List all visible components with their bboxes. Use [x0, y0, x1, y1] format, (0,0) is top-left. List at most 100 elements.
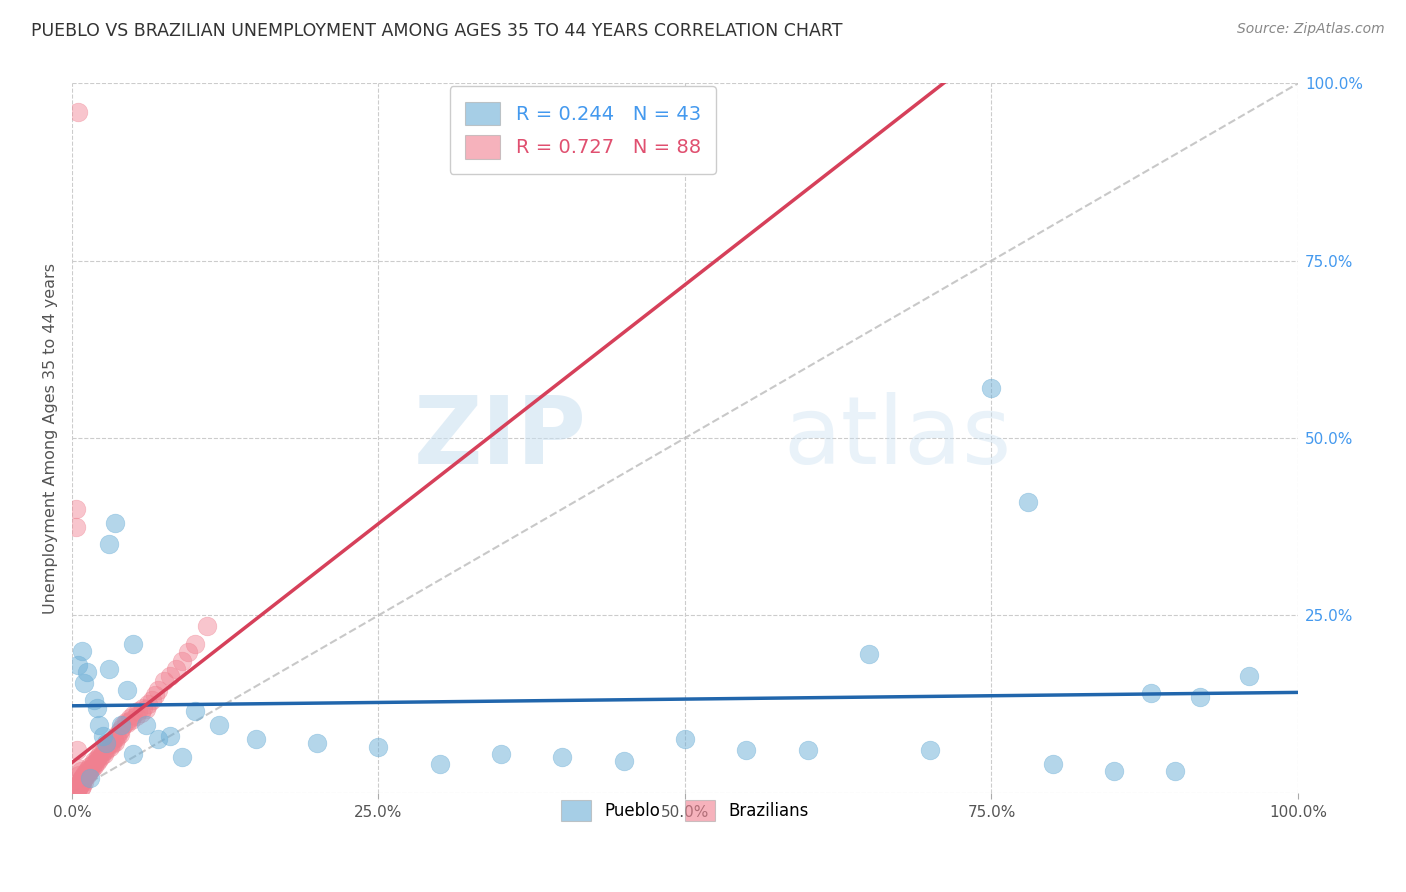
- Point: [79, 758, 101, 772]
- Point: [796, 743, 818, 757]
- Point: [183, 637, 205, 651]
- Point: [153, 673, 176, 688]
- Point: [172, 655, 194, 669]
- Point: [80, 761, 103, 775]
- Point: [107, 725, 129, 739]
- Point: [208, 718, 231, 732]
- Point: [1017, 495, 1039, 509]
- Point: [82, 757, 104, 772]
- Point: [135, 702, 157, 716]
- Point: [132, 700, 155, 714]
- Point: [70, 644, 93, 658]
- Point: [101, 738, 124, 752]
- Point: [159, 729, 181, 743]
- Point: [69, 764, 91, 779]
- Point: [67, 104, 90, 119]
- Point: [67, 658, 90, 673]
- Point: [69, 776, 91, 790]
- Point: [1140, 686, 1163, 700]
- Point: [135, 718, 157, 732]
- Point: [1042, 757, 1064, 772]
- Point: [73, 675, 96, 690]
- Point: [73, 768, 96, 782]
- Point: [551, 750, 574, 764]
- Point: [65, 783, 87, 797]
- Point: [98, 739, 121, 754]
- Point: [673, 732, 696, 747]
- Point: [90, 748, 112, 763]
- Point: [83, 754, 105, 768]
- Point: [105, 729, 128, 743]
- Point: [613, 754, 636, 768]
- Point: [72, 772, 94, 787]
- Legend: Pueblo, Brazilians: Pueblo, Brazilians: [548, 787, 823, 834]
- Point: [96, 736, 118, 750]
- Point: [115, 714, 138, 729]
- Point: [65, 502, 87, 516]
- Point: [67, 768, 90, 782]
- Point: [172, 750, 194, 764]
- Point: [67, 780, 90, 794]
- Point: [79, 772, 101, 786]
- Point: [195, 619, 218, 633]
- Point: [84, 756, 107, 770]
- Point: [87, 751, 110, 765]
- Point: [129, 706, 152, 721]
- Point: [67, 777, 90, 791]
- Point: [97, 738, 120, 752]
- Point: [122, 707, 145, 722]
- Point: [70, 775, 93, 789]
- Point: [77, 764, 100, 779]
- Point: [76, 768, 98, 782]
- Point: [146, 682, 169, 697]
- Point: [67, 775, 90, 789]
- Point: [165, 661, 187, 675]
- Point: [83, 693, 105, 707]
- Point: [66, 782, 89, 797]
- Point: [87, 718, 110, 732]
- Point: [146, 732, 169, 747]
- Point: [75, 765, 97, 780]
- Point: [69, 780, 91, 795]
- Point: [489, 747, 512, 761]
- Point: [75, 769, 97, 783]
- Point: [96, 743, 118, 757]
- Point: [159, 668, 181, 682]
- Point: [115, 682, 138, 697]
- Point: [115, 716, 138, 731]
- Point: [100, 736, 122, 750]
- Point: [91, 745, 114, 759]
- Point: [735, 743, 758, 757]
- Point: [136, 697, 159, 711]
- Point: [858, 648, 880, 662]
- Point: [70, 772, 93, 786]
- Point: [1102, 764, 1125, 779]
- Point: [108, 727, 131, 741]
- Point: [122, 637, 145, 651]
- Point: [127, 704, 149, 718]
- Point: [429, 757, 451, 772]
- Point: [67, 761, 90, 775]
- Point: [367, 739, 389, 754]
- Text: PUEBLO VS BRAZILIAN UNEMPLOYMENT AMONG AGES 35 TO 44 YEARS CORRELATION CHART: PUEBLO VS BRAZILIAN UNEMPLOYMENT AMONG A…: [31, 22, 842, 40]
- Point: [91, 729, 114, 743]
- Point: [86, 751, 108, 765]
- Point: [1188, 690, 1211, 704]
- Point: [89, 747, 111, 761]
- Point: [87, 750, 110, 764]
- Point: [86, 755, 108, 769]
- Y-axis label: Unemployment Among Ages 35 to 44 years: Unemployment Among Ages 35 to 44 years: [44, 262, 58, 614]
- Point: [65, 780, 87, 794]
- Point: [66, 779, 89, 793]
- Point: [110, 718, 132, 732]
- Point: [93, 747, 115, 761]
- Point: [103, 732, 125, 747]
- Point: [70, 779, 93, 793]
- Point: [67, 780, 90, 795]
- Text: ZIP: ZIP: [413, 392, 586, 484]
- Point: [97, 661, 120, 675]
- Point: [112, 718, 135, 732]
- Point: [1237, 668, 1260, 682]
- Point: [77, 762, 100, 776]
- Point: [76, 764, 98, 779]
